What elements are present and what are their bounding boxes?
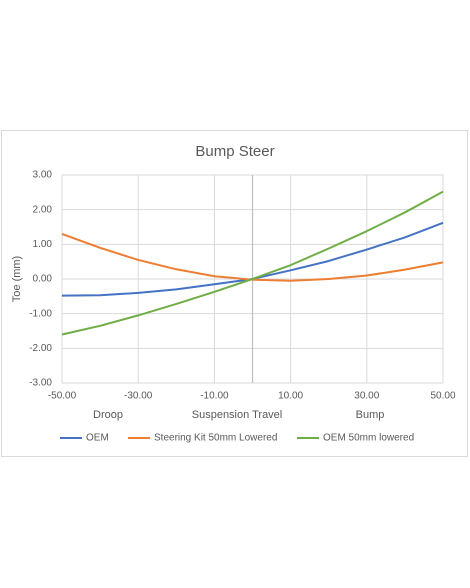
annotation: Bump [356,409,385,421]
series-line [61,190,444,336]
x-tick-label: -30.00 [124,391,153,402]
legend-label: OEM 50mm lowered [323,433,414,444]
y-tick-label: 1.00 [33,239,53,250]
x-tick-label: 30.00 [354,391,379,402]
annotation: Droop [93,409,123,421]
x-tick-label: 10.00 [278,391,303,402]
x-tick-label: -10.00 [200,391,229,402]
chart-title: Bump Steer [195,143,274,160]
legend-label: Steering Kit 50mm Lowered [154,433,277,444]
y-tick-label: 2.00 [33,204,53,215]
x-tick-label: -50.00 [48,391,77,402]
y-tick-label: -3.00 [29,378,52,389]
y-tick-label: 3.00 [33,170,53,181]
chart-frame [1,130,468,457]
y-tick-label: 0.00 [33,274,53,285]
legend-label: OEM [86,433,109,444]
x-tick-label: 50.00 [430,391,455,402]
y-tick-label: -2.00 [29,343,52,354]
y-axis-label: Toe (mm) [11,256,23,302]
y-tick-label: -1.00 [29,308,52,319]
x-axis-label: Suspension Travel [192,409,283,421]
